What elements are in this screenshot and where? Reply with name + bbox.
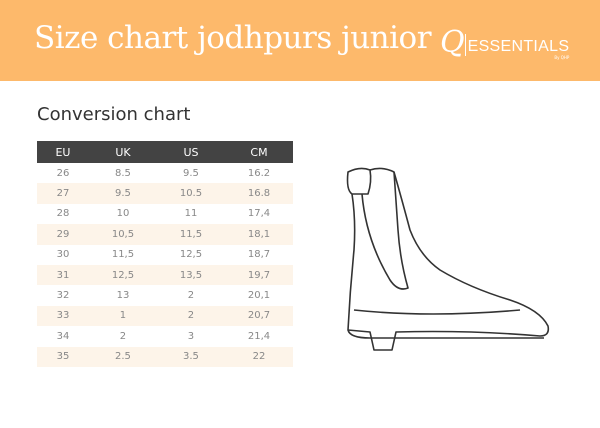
table-cell: 2 xyxy=(156,305,225,327)
table-cell: 13 xyxy=(116,290,130,302)
logo-mark: Q xyxy=(440,25,465,60)
table-cell: 35 xyxy=(37,346,89,367)
table-cell: 32 xyxy=(56,290,70,302)
table-cell: 26 xyxy=(56,167,70,179)
table-cell: 27 xyxy=(37,183,89,204)
boot-icon xyxy=(346,167,550,351)
table-cell: 12,5 xyxy=(88,264,157,286)
table-cell: 30 xyxy=(56,249,70,261)
table-cell: 3 xyxy=(187,330,195,342)
column-header-eu: EU xyxy=(37,141,89,163)
table-cell: 29 xyxy=(37,224,89,245)
table-cell: 17,4 xyxy=(247,208,271,220)
table-cell: 10.5 xyxy=(156,183,225,204)
header-banner: Size chart jodhpurs junior Q ESSENTIALS … xyxy=(0,0,600,81)
table-cell: 13,5 xyxy=(156,264,225,286)
table-cell: 20,7 xyxy=(224,305,293,327)
table-cell: 18,1 xyxy=(224,224,293,245)
table-cell: 10 xyxy=(116,208,130,220)
table-cell: 3.5 xyxy=(156,346,225,367)
column-header-cm: CM xyxy=(224,141,293,163)
table-row: 27 9.5 10.5 16.8 xyxy=(37,183,293,204)
table-cell: 19,7 xyxy=(224,264,293,286)
table-row: 28 10 11 17,4 xyxy=(37,204,293,224)
conversion-table: EU UK US CM 26 8.5 9.5 16.2 27 9.5 10.5 16.8 28 10 11… xyxy=(37,141,293,367)
section-title: Conversion chart xyxy=(37,104,191,125)
table-row: 31 12,5 13,5 19,7 xyxy=(37,264,293,286)
table-row: 34 2 3 21,4 xyxy=(37,326,293,346)
table-row: 33 1 2 20,7 xyxy=(37,305,293,327)
logo-divider xyxy=(464,34,466,56)
table-cell: 11,5 xyxy=(111,249,135,261)
table-row: 29 10,5 11,5 18,1 xyxy=(37,224,293,245)
table-cell: 2.5 xyxy=(88,346,157,367)
table-cell: 8.5 xyxy=(115,167,131,179)
table-cell: 9.5 xyxy=(183,167,199,179)
table-row: 30 11,5 12,5 18,7 xyxy=(37,245,293,265)
table-cell: 11 xyxy=(184,208,198,220)
column-header-uk: UK xyxy=(88,141,157,163)
column-header-us: US xyxy=(156,141,225,163)
table-cell: 11,5 xyxy=(156,224,225,245)
table-cell: 22 xyxy=(224,346,293,367)
table-cell: 33 xyxy=(37,305,89,327)
table-cell: 28 xyxy=(56,208,70,220)
logo-by: By QHP xyxy=(554,55,570,60)
table-cell: 21,4 xyxy=(247,330,271,342)
table-header-row: EU UK US CM xyxy=(37,141,293,163)
table-cell: 16.8 xyxy=(224,183,293,204)
table-row: 32 13 2 20,1 xyxy=(37,285,293,305)
table-cell: 2 xyxy=(187,290,195,302)
logo-text: ESSENTIALS xyxy=(467,38,570,55)
table-cell: 9.5 xyxy=(88,183,157,204)
table-cell: 16.2 xyxy=(247,167,271,179)
page-title: Size chart jodhpurs junior xyxy=(34,20,432,56)
table-cell: 18,7 xyxy=(247,249,271,261)
table-cell: 31 xyxy=(37,264,89,286)
table-cell: 2 xyxy=(119,330,127,342)
table-cell: 1 xyxy=(88,305,157,327)
table-cell: 20,1 xyxy=(247,290,271,302)
table-cell: 12,5 xyxy=(179,249,203,261)
table-cell: 34 xyxy=(56,330,70,342)
table-row: 26 8.5 9.5 16.2 xyxy=(37,163,293,183)
table-row: 35 2.5 3.5 22 xyxy=(37,346,293,367)
table-cell: 10,5 xyxy=(88,224,157,245)
brand-logo: Q ESSENTIALS By QHP xyxy=(440,25,570,61)
